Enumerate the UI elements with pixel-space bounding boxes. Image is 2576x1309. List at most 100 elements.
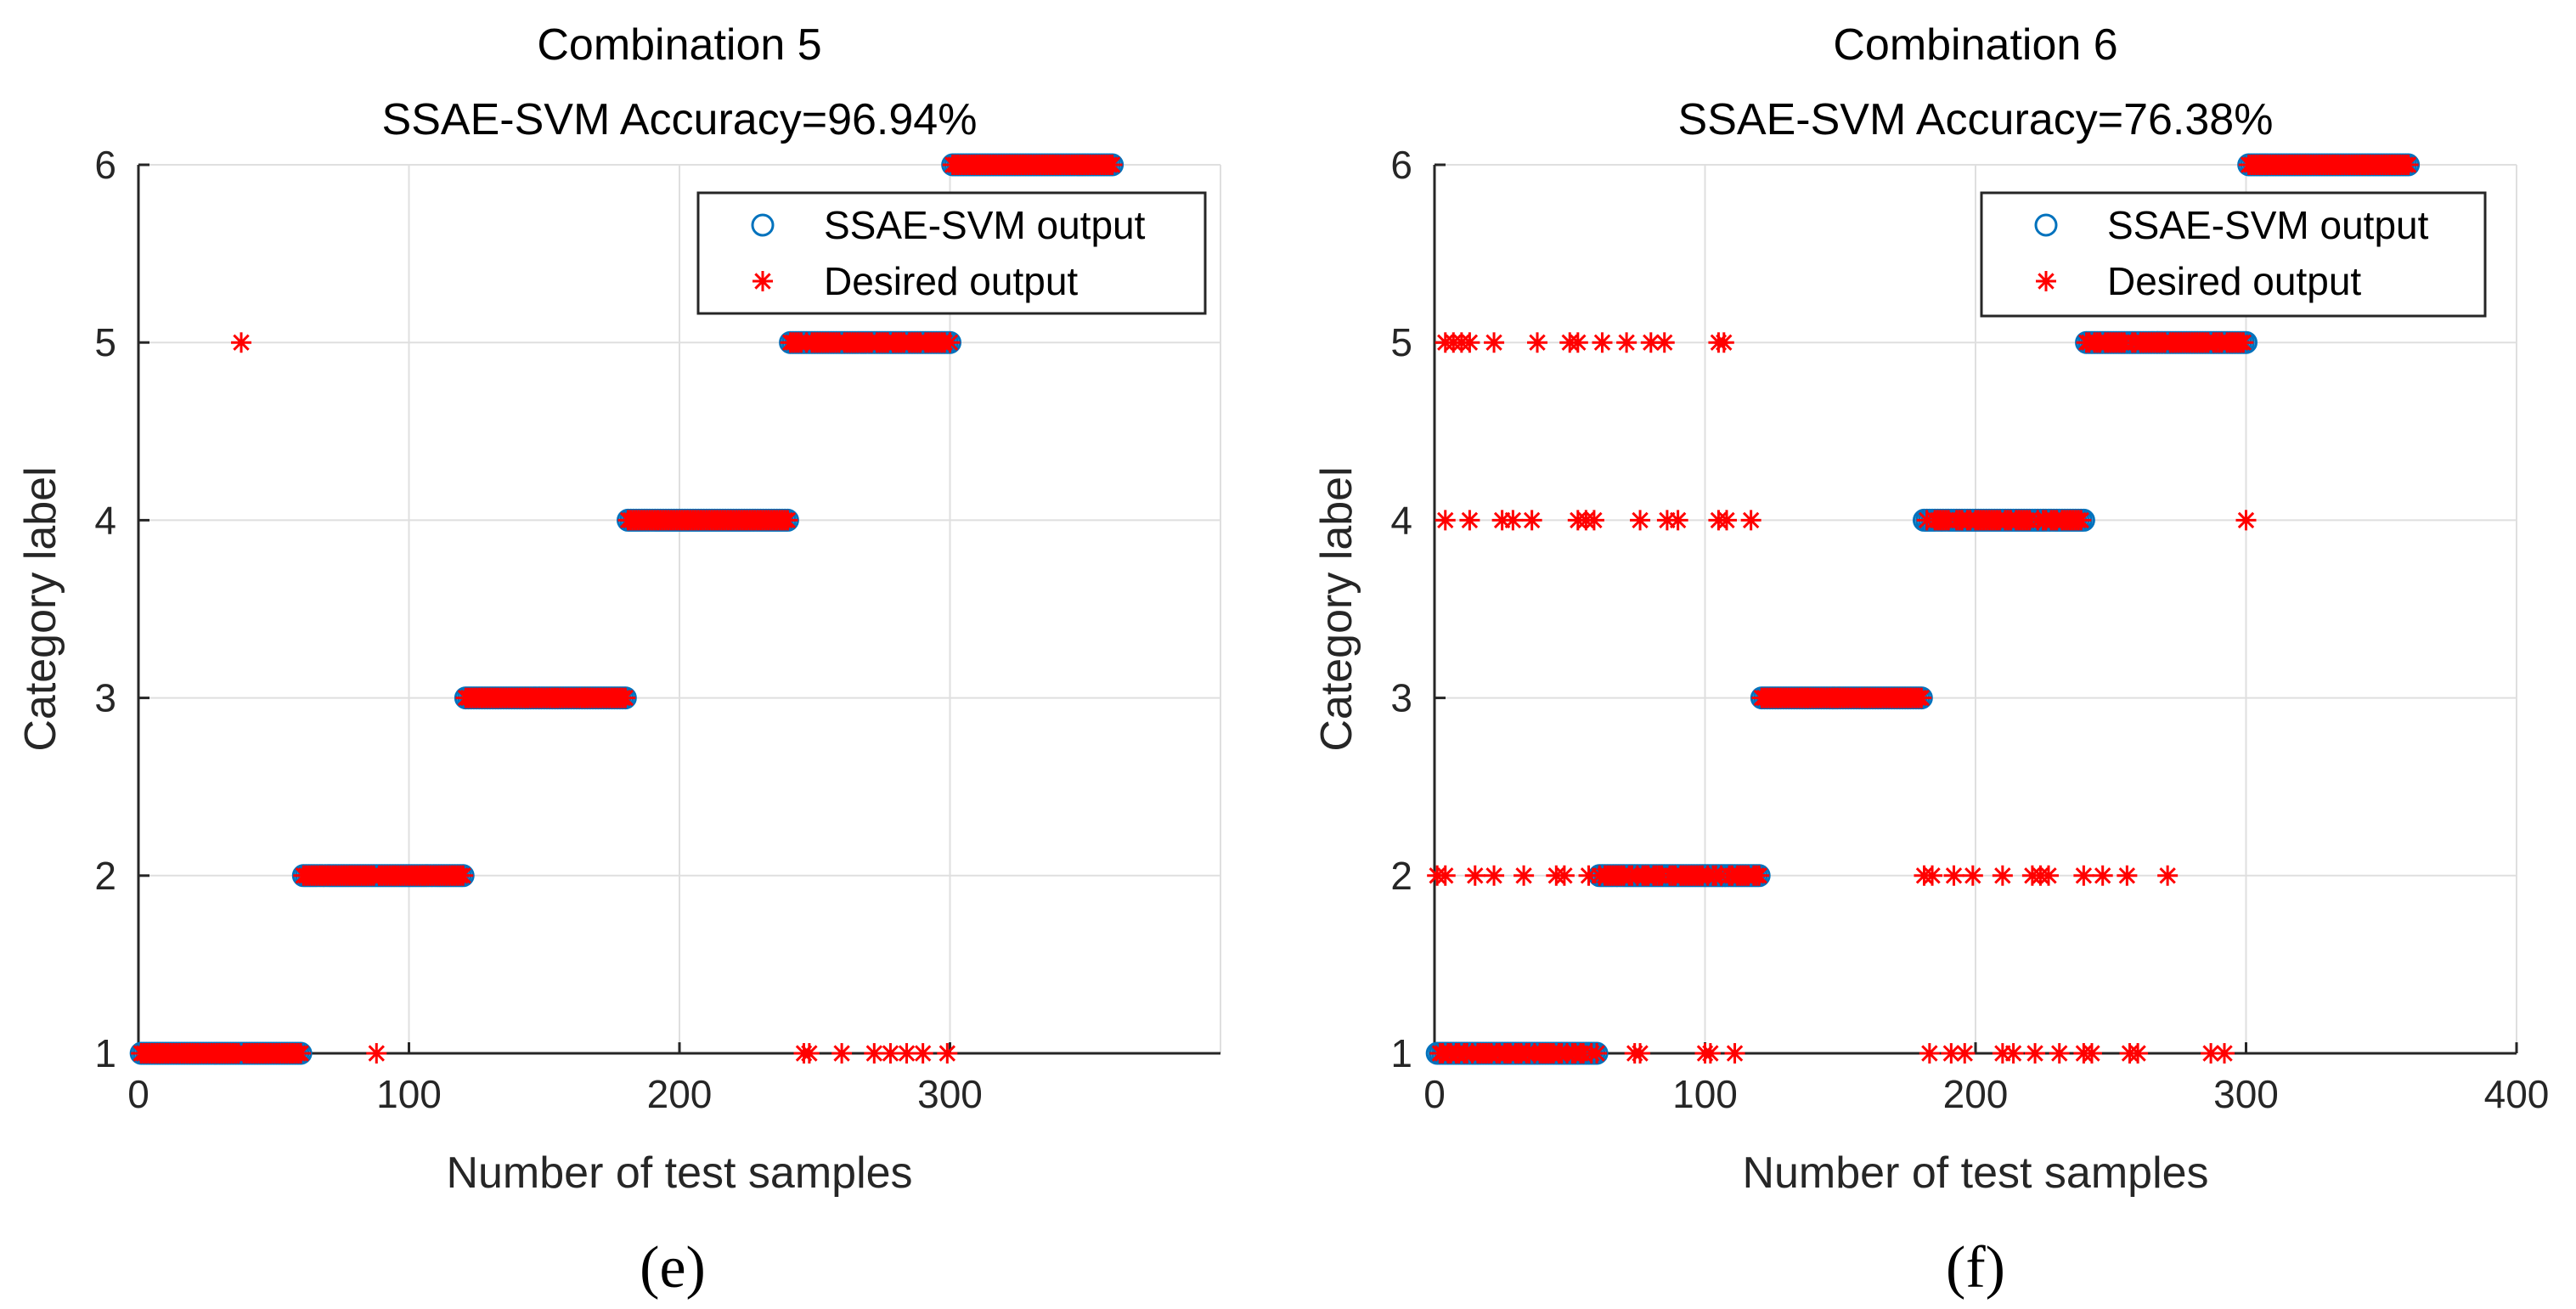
desired-output-star-marker — [880, 1043, 901, 1064]
figure-caption: (f) — [1946, 1235, 2005, 1301]
desired-output-star-marker — [777, 510, 798, 531]
y-tick-label: 1 — [1390, 1031, 1412, 1075]
desired-output-star-marker — [2003, 1043, 2024, 1064]
x-tick-label: 100 — [1672, 1072, 1738, 1116]
desired-output-star-marker — [937, 1043, 958, 1064]
chart-subtitle: SSAE-SVM Accuracy=76.38% — [1678, 95, 2274, 144]
desired-output-star-marker — [2214, 1043, 2235, 1064]
desired-output-star-marker — [1962, 865, 1983, 886]
x-tick-label: 400 — [2484, 1072, 2550, 1116]
desired-output-star-marker — [2073, 865, 2094, 886]
desired-output-star-marker — [2036, 271, 2056, 291]
desired-output-star-marker — [1435, 510, 1456, 531]
desired-output-star-marker — [1699, 1043, 1721, 1064]
desired-output-star-marker — [615, 687, 636, 708]
desired-output-star-marker — [1513, 865, 1535, 886]
desired-output-star-marker — [2201, 1043, 2222, 1064]
desired-output-star-marker — [1484, 865, 1505, 886]
desired-output-star-marker — [1616, 332, 1637, 353]
desired-output-star-marker — [2049, 1043, 2070, 1064]
legend-box — [696, 191, 1207, 315]
desired-output-star-marker — [1922, 865, 1943, 886]
desired-output-star-marker — [1749, 865, 1770, 886]
legend-entry-ssae-svm-output: SSAE-SVM output — [2107, 203, 2429, 247]
figure-caption: (e) — [640, 1235, 706, 1301]
desired-output-star-marker — [1527, 332, 1548, 353]
x-tick-label: 300 — [2213, 1072, 2279, 1116]
desired-output-star-marker — [366, 1043, 387, 1064]
desired-output-star-marker — [912, 1043, 933, 1064]
desired-output-star-marker — [831, 1043, 853, 1064]
desired-output-star-marker — [1713, 332, 1734, 353]
desired-output-star-marker — [1459, 510, 1480, 531]
y-tick-label: 6 — [94, 143, 116, 187]
y-tick-label: 6 — [1390, 143, 1412, 187]
desired-output-star-marker — [1592, 332, 1613, 353]
desired-output-star-marker — [1578, 865, 1599, 886]
x-tick-label: 200 — [647, 1072, 713, 1116]
legend: SSAE-SVM output Desired output — [696, 191, 1207, 315]
desired-output-star-marker — [1992, 1043, 2013, 1064]
desired-output-star-marker — [2398, 155, 2419, 175]
legend: SSAE-SVM output Desired output — [1980, 191, 2487, 318]
legend-circle-icon — [2034, 213, 2058, 237]
desired-output-star-marker — [1630, 1043, 1651, 1064]
x-tick-label: 100 — [376, 1072, 442, 1116]
chart-1: 0 100 200 300 1 2 3 4 5 6 Combination 5 SSAE-SVM Ac… — [16, 20, 1221, 1301]
y-tick-label: 5 — [94, 320, 116, 364]
desired-output-star-marker — [1640, 332, 1661, 353]
legend-circle-icon — [751, 213, 775, 237]
desired-output-star-marker — [290, 1043, 312, 1064]
desired-output-star-marker — [753, 271, 773, 291]
desired-output-star-marker — [1630, 510, 1651, 531]
desired-output-star-marker — [2157, 865, 2179, 886]
y-axis-label: Category label — [1312, 466, 1361, 751]
chart-2: 0 100 200 300 400 1 2 3 4 5 6 Combination 6 SSAE-SVM… — [1312, 20, 2549, 1301]
desired-output-star-marker — [864, 1043, 885, 1064]
x-tick-label: 200 — [1943, 1072, 2009, 1116]
desired-output-star-marker — [939, 332, 961, 353]
legend-entry-desired-output: Desired output — [824, 259, 1078, 303]
chart-subtitle: SSAE-SVM Accuracy=96.94% — [382, 95, 978, 144]
desired-output-star-marker — [2233, 332, 2254, 353]
desired-output-star-marker — [1656, 510, 1677, 531]
desired-output-star-marker — [1583, 510, 1604, 531]
y-tick-label: 2 — [1390, 854, 1412, 898]
desired-output-star-marker — [1716, 510, 1737, 531]
x-tick-label: 0 — [127, 1072, 149, 1116]
desired-output-star-marker — [2081, 1043, 2102, 1064]
desired-output-star-marker — [1521, 510, 1542, 531]
y-tick-label: 4 — [1390, 498, 1412, 542]
y-tick-label: 2 — [94, 854, 116, 898]
chart-title: Combination 5 — [537, 20, 821, 70]
desired-output-star-marker — [1911, 687, 1932, 708]
desired-output-star-marker — [1724, 1043, 1745, 1064]
desired-output-star-marker — [1919, 1043, 1940, 1064]
x-tick-label: 0 — [1423, 1072, 1446, 1116]
y-tick-label: 3 — [94, 676, 116, 720]
desired-output-star-marker — [2092, 865, 2113, 886]
desired-output-star-marker — [1667, 510, 1688, 531]
desired-output-star-marker — [1954, 1043, 1976, 1064]
desired-output-star-marker — [2038, 865, 2059, 886]
x-axis-label: Number of test samples — [1742, 1148, 2208, 1198]
desired-output-star-marker — [453, 865, 474, 886]
chart-title: Combination 6 — [1833, 20, 2117, 70]
y-axis-label: Category label — [16, 466, 65, 751]
y-tick-label: 3 — [1390, 676, 1412, 720]
desired-output-star-marker — [1102, 155, 1123, 175]
desired-output-star-marker — [1567, 332, 1588, 353]
desired-output-star-marker — [231, 332, 252, 353]
legend-entry-ssae-svm-output: SSAE-SVM output — [824, 203, 1146, 247]
desired-output-star-marker — [2117, 865, 2138, 886]
desired-output-star-marker — [1459, 332, 1480, 353]
desired-output-star-marker — [1654, 332, 1675, 353]
desired-output-star-marker — [1943, 865, 1964, 886]
desired-output-star-marker — [2235, 510, 2257, 531]
desired-output-star-marker — [1587, 1043, 1608, 1064]
desired-output-star-marker — [1491, 510, 1513, 531]
desired-output-star-marker — [2071, 510, 2092, 531]
x-tick-label: 300 — [917, 1072, 983, 1116]
desired-output-star-marker — [1464, 865, 1485, 886]
legend-box — [1980, 191, 2487, 318]
